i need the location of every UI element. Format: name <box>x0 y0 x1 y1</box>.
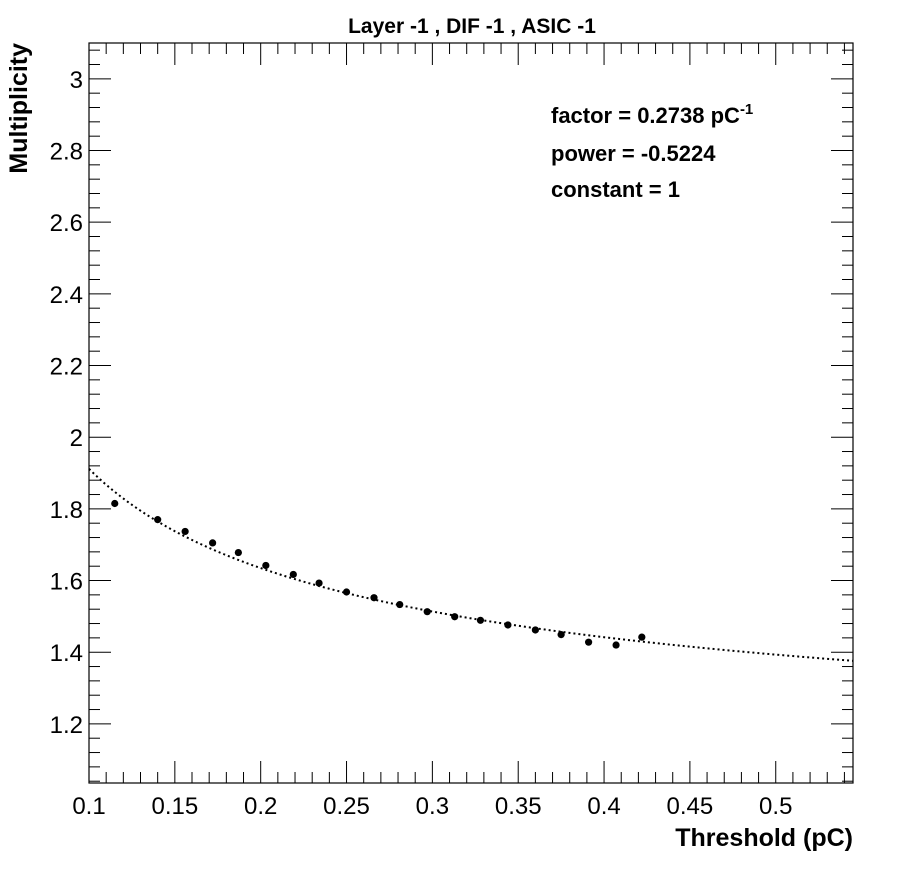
y-tick-label: 2 <box>70 425 83 452</box>
chart-title: Layer -1 , DIF -1 , ASIC -1 <box>348 15 596 38</box>
x-axis-title: Threshold (pC) <box>675 824 853 852</box>
data-point <box>289 570 297 579</box>
x-tick-label: 0.15 <box>151 793 198 820</box>
fit-factor-unit-sup: -1 <box>740 101 753 118</box>
data-point <box>154 516 162 524</box>
x-tick-label: 0.3 <box>416 793 449 820</box>
data-point <box>396 600 404 609</box>
data-point <box>504 621 512 629</box>
fit-power-label: power = -0.5224 <box>551 141 716 166</box>
plot-frame <box>88 42 854 784</box>
y-axis-title: Multiplicity <box>5 43 33 174</box>
data-point <box>111 499 119 508</box>
y-tick-labels: 1.2 1.4 1.6 1.8 2 2.2 2.4 2.6 2.8 3 <box>50 67 83 739</box>
y-tick-label: 2.2 <box>50 354 83 381</box>
y-tick-label: 2.8 <box>50 139 83 166</box>
y-tick-label: 3 <box>70 67 83 94</box>
x-tick-label: 0.35 <box>495 793 542 820</box>
data-point <box>585 638 593 646</box>
x-tick-label: 0.5 <box>759 793 792 820</box>
y-tick-label: 1.8 <box>50 497 83 524</box>
x-tick-labels: 0.1 0.15 0.2 0.25 0.3 0.35 0.4 0.45 0.5 <box>72 793 792 820</box>
x-tick-label: 0.4 <box>587 793 620 820</box>
data-point <box>234 548 242 557</box>
data-point <box>370 594 378 602</box>
fit-constant-label: constant = 1 <box>551 177 680 202</box>
y-tick-label: 1.6 <box>50 569 83 596</box>
data-point <box>262 561 270 570</box>
data-point <box>181 527 189 536</box>
fit-curve <box>88 468 854 662</box>
data-point <box>638 633 646 641</box>
data-point <box>209 539 217 547</box>
y-tick-label: 1.2 <box>50 712 83 739</box>
data-point <box>531 626 539 634</box>
data-point <box>342 588 351 596</box>
x-tick-label: 0.1 <box>72 793 105 820</box>
fit-factor-text: factor = 0.2738 pC <box>551 103 740 128</box>
data-point <box>476 616 485 624</box>
data-point <box>451 613 459 621</box>
y-tick-label: 1.4 <box>50 640 83 667</box>
data-points <box>111 499 646 649</box>
x-tick-label: 0.2 <box>244 793 277 820</box>
data-point <box>612 641 620 649</box>
x-tick-label: 0.25 <box>323 793 370 820</box>
data-point <box>315 579 323 587</box>
data-point <box>557 631 565 639</box>
x-tick-label: 0.45 <box>667 793 714 820</box>
axis-ticks <box>88 43 853 783</box>
fit-factor-label: factor = 0.2738 pC-1 <box>551 101 753 128</box>
data-point <box>423 608 431 616</box>
y-tick-label: 2.6 <box>50 210 83 237</box>
y-tick-label: 2.4 <box>50 282 83 309</box>
